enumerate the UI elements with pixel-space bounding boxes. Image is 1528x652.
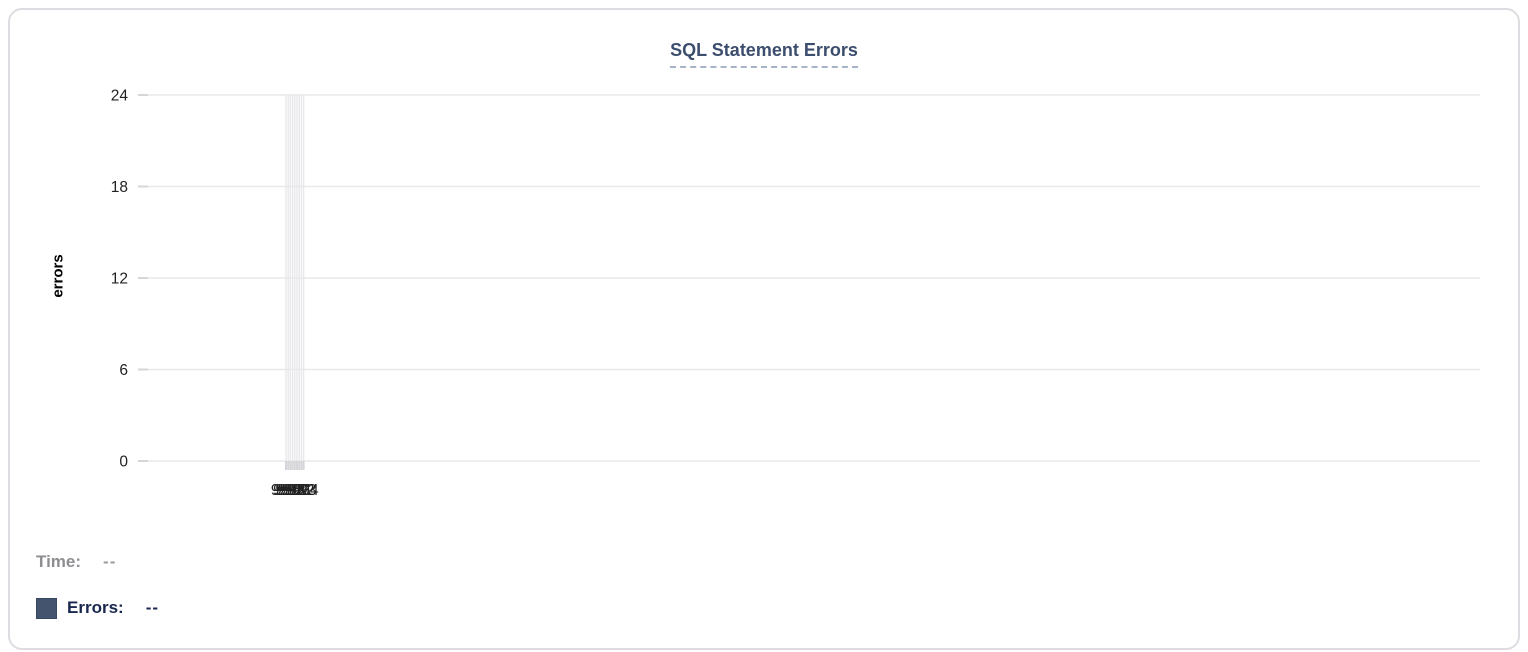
x-tick-label: 9:20 bbox=[280, 482, 311, 499]
x-tick-label: 9:23 bbox=[286, 482, 316, 499]
chart-header: SQL Statement Errors bbox=[10, 40, 1518, 68]
y-tick-label: 0 bbox=[119, 454, 128, 471]
tooltip-errors-value: -- bbox=[145, 598, 160, 617]
tooltip-errors-row: Errors: -- bbox=[36, 596, 159, 620]
tooltip-errors-label: Errors: bbox=[67, 598, 124, 617]
tooltip-time-value: -- bbox=[103, 552, 117, 571]
x-tick-label: 9:21 bbox=[282, 482, 312, 499]
x-tick-label: 9:17 bbox=[273, 482, 303, 499]
x-tick-label: 9:16 bbox=[271, 482, 301, 499]
chart-tooltip-readout: Time: -- Errors: -- bbox=[36, 550, 159, 642]
x-tick-label: 9:22 bbox=[284, 482, 314, 499]
x-tick-label: 9:19 bbox=[278, 482, 308, 499]
y-tick-label: 24 bbox=[111, 88, 129, 105]
chart-title[interactable]: SQL Statement Errors bbox=[670, 40, 858, 68]
errors-series-swatch-icon bbox=[36, 597, 57, 619]
y-tick-label: 6 bbox=[119, 362, 128, 379]
x-tick-label: 9:24 bbox=[289, 482, 320, 499]
y-tick-label: 12 bbox=[111, 271, 128, 288]
x-tick-label: 9:18 bbox=[275, 482, 305, 499]
chart-card: SQL Statement Errors errors 0 6 12 18 24 9:16… bbox=[8, 8, 1520, 650]
y-tick-label: 18 bbox=[111, 179, 128, 196]
line-chart-plot[interactable]: 0 6 12 18 24 9:169:179:189:199:209:219:229:23… bbox=[10, 10, 1528, 520]
tooltip-time-row: Time: -- bbox=[36, 550, 159, 574]
tooltip-time-label: Time: bbox=[36, 552, 82, 571]
